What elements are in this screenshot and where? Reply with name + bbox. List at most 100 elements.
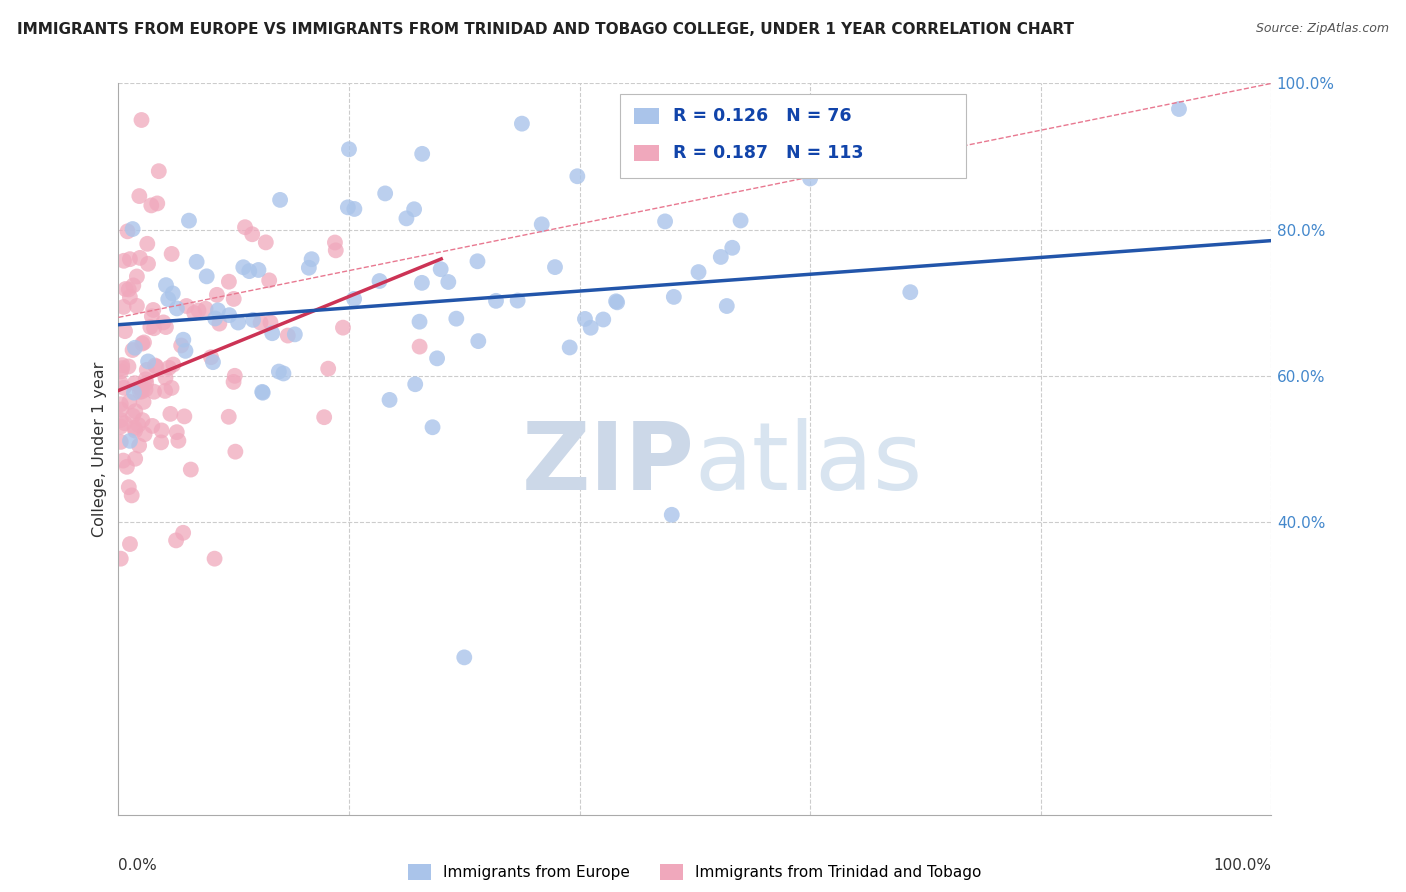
Point	[252, 385, 274, 400]
Point	[898, 285, 921, 300]
Point	[257, 273, 280, 287]
Point	[141, 419, 163, 434]
Point	[485, 293, 508, 308]
Point	[429, 262, 451, 277]
Point	[155, 278, 177, 293]
Point	[110, 376, 132, 390]
Point	[242, 313, 264, 327]
Point	[114, 282, 136, 296]
Point	[453, 650, 475, 665]
Point	[605, 294, 627, 309]
Point	[325, 244, 347, 258]
Point	[111, 358, 134, 372]
Text: ZIP: ZIP	[522, 417, 695, 509]
Point	[155, 370, 177, 384]
Point	[446, 311, 468, 326]
Point	[143, 359, 166, 373]
Point	[141, 198, 163, 212]
Point	[125, 269, 148, 284]
Point	[135, 372, 157, 386]
Point	[136, 257, 159, 271]
Point	[141, 310, 163, 324]
Point	[136, 236, 159, 251]
Text: R = 0.126   N = 76: R = 0.126 N = 76	[673, 107, 852, 126]
Point	[118, 290, 141, 304]
Point	[259, 316, 281, 330]
Point	[688, 265, 710, 279]
Point	[124, 421, 146, 435]
Point	[124, 341, 146, 355]
Point	[128, 189, 150, 203]
Point	[368, 274, 391, 288]
Point	[558, 341, 581, 355]
Point	[110, 397, 132, 411]
Point	[721, 241, 744, 255]
Point	[204, 311, 226, 326]
Point	[579, 320, 602, 334]
Point	[395, 211, 418, 226]
Point	[437, 275, 460, 289]
Point	[316, 361, 339, 376]
Point	[404, 377, 426, 392]
Point	[224, 368, 246, 383]
Point	[162, 358, 184, 372]
Point	[122, 278, 145, 293]
Point	[661, 508, 683, 522]
Point	[167, 434, 190, 448]
Point	[165, 533, 187, 548]
Point	[112, 300, 135, 314]
Point	[336, 200, 359, 214]
Point	[128, 384, 150, 399]
Point	[117, 224, 139, 238]
Text: atlas: atlas	[695, 417, 924, 509]
Point	[799, 171, 821, 186]
Point	[118, 394, 141, 409]
Point	[127, 417, 149, 432]
Point	[150, 424, 173, 438]
Point	[314, 410, 336, 425]
Point	[222, 375, 245, 389]
Point	[249, 316, 271, 330]
Point	[530, 218, 553, 232]
Point	[124, 451, 146, 466]
Point	[142, 303, 165, 318]
Point	[139, 320, 162, 334]
Point	[183, 306, 205, 320]
Point	[174, 343, 197, 358]
Point	[730, 213, 752, 227]
Point	[205, 288, 228, 302]
Point	[173, 409, 195, 424]
Point	[343, 292, 366, 306]
Point	[118, 480, 141, 494]
Point	[408, 340, 430, 354]
Point	[135, 363, 157, 377]
Point	[204, 551, 226, 566]
Point	[233, 220, 256, 235]
Point	[606, 295, 628, 310]
Point	[132, 335, 155, 350]
Point	[284, 327, 307, 342]
Point	[124, 404, 146, 418]
Point	[118, 434, 141, 448]
Point	[254, 235, 277, 250]
Point	[574, 312, 596, 326]
Point	[114, 416, 136, 430]
Point	[404, 202, 426, 217]
Point	[170, 338, 193, 352]
Point	[567, 169, 589, 184]
Point	[143, 384, 166, 399]
Point	[218, 308, 240, 322]
Point	[176, 299, 198, 313]
Point	[232, 260, 254, 275]
Point	[124, 376, 146, 391]
Point	[374, 186, 396, 201]
Point	[247, 263, 270, 277]
Point	[269, 193, 291, 207]
Point	[224, 444, 246, 458]
Point	[110, 434, 132, 449]
Point	[112, 381, 135, 395]
Point	[121, 488, 143, 502]
Point	[467, 334, 489, 348]
Point	[194, 301, 217, 316]
Point	[506, 293, 529, 308]
